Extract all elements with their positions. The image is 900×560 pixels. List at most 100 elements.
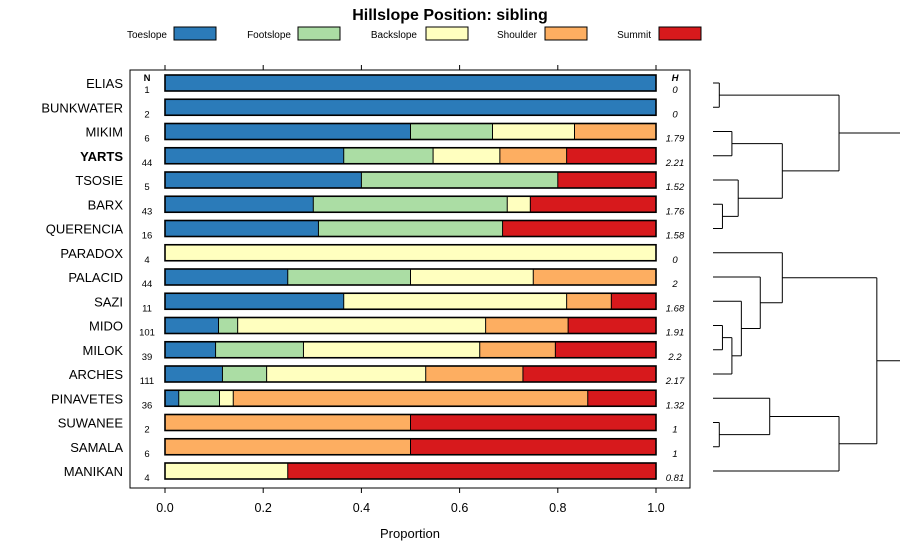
bar-segment-summit — [568, 317, 656, 334]
bar-segment-summit — [555, 341, 656, 358]
bar-segment-summit — [410, 414, 656, 431]
bar-segment-toeslope — [165, 390, 179, 407]
row-label: MANIKAN — [64, 464, 123, 479]
row-h-value: 2.2 — [667, 352, 682, 363]
bar-segment-footslope — [318, 220, 503, 237]
row-h-value: 1.58 — [666, 231, 685, 242]
x-axis-label: Proportion — [380, 526, 440, 541]
row-label: TSOSIE — [75, 173, 123, 188]
row-n-value: 2 — [144, 425, 149, 436]
legend-swatch-shoulder — [544, 26, 588, 41]
bar-segment-footslope — [178, 390, 220, 407]
legend: Toeslope Footslope Backslope Shoulder Summit — [127, 26, 702, 41]
legend-swatch-footslope — [297, 26, 341, 41]
legend-label-toeslope: Toeslope — [127, 30, 167, 41]
bar-segment-footslope — [410, 123, 493, 140]
x-tick-label: 0.2 — [255, 501, 272, 515]
bar-segment-backslope — [219, 390, 234, 407]
bar-segment-shoulder — [533, 269, 656, 285]
row-h-value: 0.81 — [666, 473, 685, 484]
row-label: SUWANEE — [58, 416, 124, 431]
n-header: N — [144, 73, 151, 84]
x-tick-label: 0.4 — [353, 501, 370, 515]
legend-label-shoulder: Shoulder — [497, 30, 538, 41]
legend-label-footslope: Footslope — [247, 30, 291, 41]
row-n-value: 111 — [140, 376, 154, 387]
bar-segment-toeslope — [165, 293, 344, 310]
legend-swatch-summit — [658, 26, 702, 41]
row-n-value: 5 — [144, 182, 149, 193]
bar-segment-footslope — [215, 341, 304, 358]
row-n-value: 6 — [144, 449, 149, 460]
row-h-value: 0 — [672, 85, 678, 96]
bar-segment-backslope — [237, 317, 486, 334]
bar-segment-shoulder — [233, 390, 588, 407]
row-n-value: 44 — [142, 279, 153, 290]
x-tick-label: 0.6 — [451, 501, 468, 515]
bar-segment-backslope — [266, 366, 426, 382]
bar-segment-summit — [611, 293, 656, 310]
bar-segment-shoulder — [165, 414, 411, 431]
bar-segment-toeslope — [165, 366, 223, 382]
row-h-value: 1.91 — [666, 328, 685, 339]
bar-segment-toeslope — [165, 75, 656, 91]
bar-segment-summit — [410, 438, 656, 455]
row-h-value: 2.17 — [665, 376, 685, 387]
bar-segment-shoulder — [566, 293, 612, 310]
bar-outline — [164, 98, 657, 117]
bar-segment-toeslope — [165, 317, 219, 334]
bar-row-tsosie: TSOSIE 5 1.52 — [75, 171, 685, 193]
bar-segment-toeslope — [165, 172, 362, 188]
bar-row-yarts: YARTS 44 2.21 — [80, 146, 684, 169]
row-n-value: 101 — [139, 328, 155, 339]
bar-outline — [164, 268, 657, 286]
row-label: SAMALA — [70, 440, 123, 455]
bar-segment-toeslope — [165, 220, 319, 237]
legend-swatch-toeslope — [173, 26, 217, 41]
x-tick-label: 0.8 — [549, 501, 566, 515]
bar-segment-shoulder — [425, 366, 523, 382]
x-tick-label: 0.0 — [156, 501, 173, 515]
row-label: YARTS — [80, 149, 123, 164]
bar-segment-backslope — [433, 147, 500, 164]
plot-frame — [129, 69, 691, 489]
row-label: ARCHES — [69, 367, 124, 382]
bar-segment-summit — [287, 463, 656, 479]
row-h-value: 0 — [672, 109, 678, 120]
bar-row-mido: MIDO 101 1.91 — [89, 316, 685, 339]
bar-outline — [164, 389, 657, 408]
bar-segment-backslope — [410, 269, 534, 285]
bar-row-paradox: PARADOX 4 0 — [60, 243, 678, 266]
bar-row-suwanee: SUWANEE 2 1 — [58, 413, 678, 436]
bar-row-palacid: PALACID 44 2 — [68, 268, 678, 290]
bar-segment-summit — [587, 390, 656, 407]
row-n-value: 43 — [142, 206, 153, 217]
bar-segment-shoulder — [485, 317, 569, 334]
bar-outline — [164, 74, 657, 92]
row-n-value: 1 — [144, 85, 149, 96]
row-n-value: 44 — [142, 158, 153, 169]
bar-segment-footslope — [313, 196, 508, 213]
bar-row-pinavetes: PINAVETES 36 1.32 — [51, 389, 685, 411]
row-label: QUERENCIA — [46, 222, 124, 237]
row-h-value: 1.76 — [666, 206, 685, 217]
bar-row-bunkwater: BUNKWATER 2 0 — [41, 98, 678, 120]
bar-segment-footslope — [222, 366, 267, 382]
bar-row-samala: SAMALA 6 1 — [70, 437, 678, 460]
bar-segment-footslope — [218, 317, 238, 334]
row-label: MIKIM — [85, 125, 123, 140]
row-label: PALACID — [68, 270, 123, 285]
h-header: H — [672, 73, 680, 84]
bar-segment-footslope — [343, 147, 434, 164]
bar-row-milok: MILOK 39 2.2 — [83, 340, 682, 363]
row-label: MIDO — [89, 319, 123, 334]
row-n-value: 39 — [142, 352, 153, 363]
bar-outline — [164, 171, 657, 189]
row-label: ELIAS — [86, 76, 123, 91]
bar-row-manikan: MANIKAN 4 0.81 — [64, 462, 685, 484]
row-h-value: 1.52 — [666, 182, 685, 193]
bar-outline — [164, 413, 657, 432]
bar-outline — [164, 195, 657, 214]
bar-outline — [164, 437, 657, 456]
bar-outline — [164, 462, 657, 480]
